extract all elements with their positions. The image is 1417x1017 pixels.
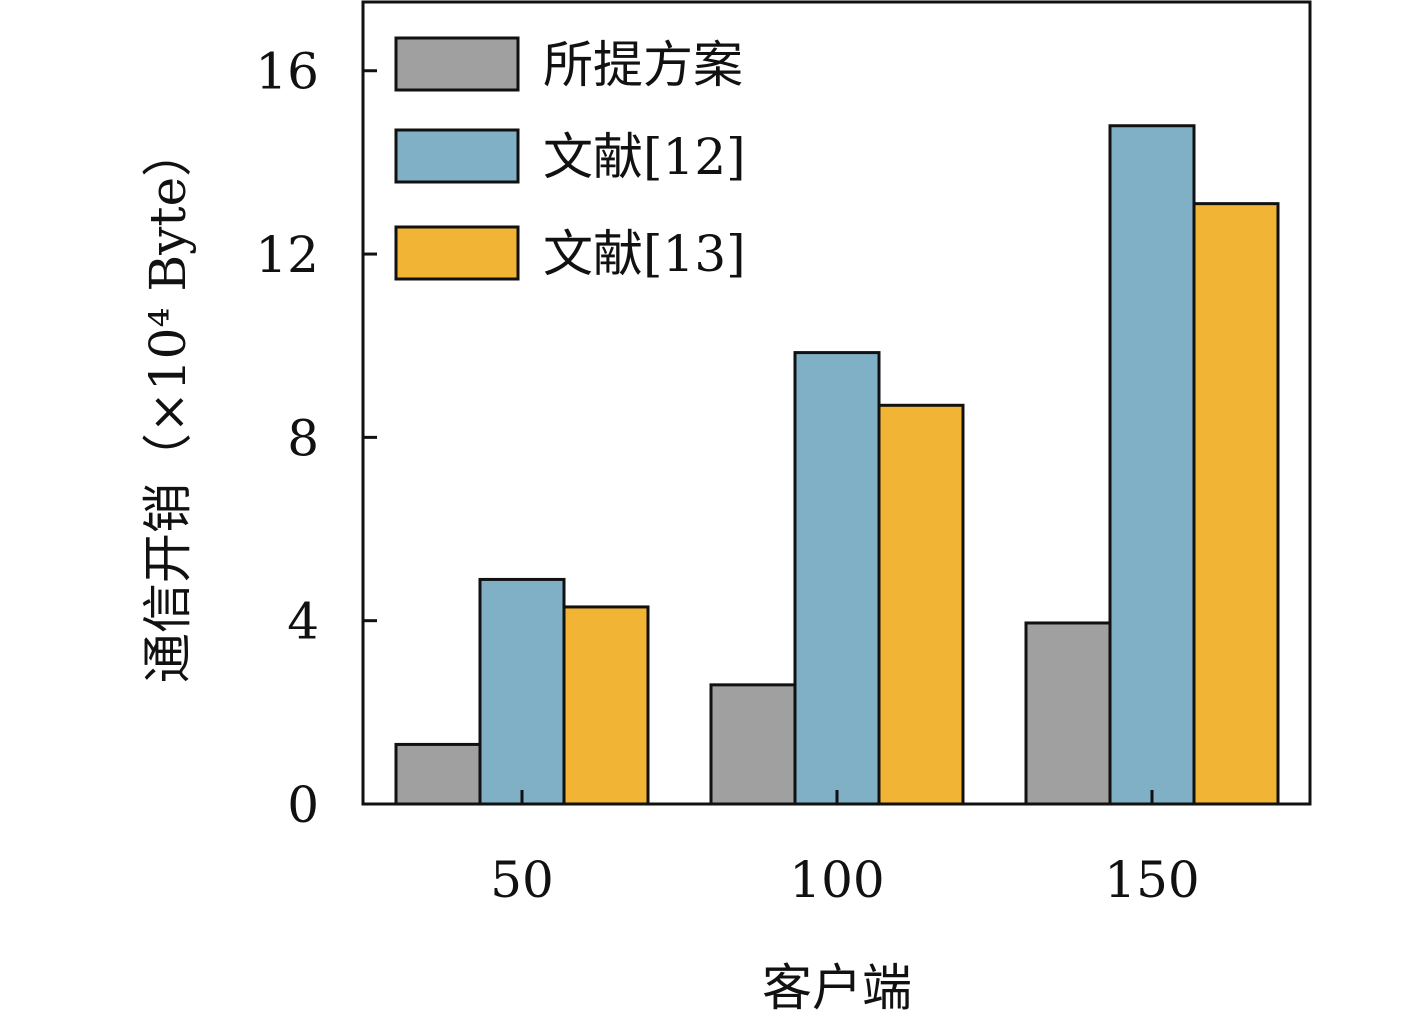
y-tick-label-1: 4 [287, 593, 319, 651]
bar-series-2-category-0 [562, 605, 650, 806]
legend-label-1: 文献[12] [543, 128, 746, 186]
bar-series-2-category-1 [877, 403, 965, 806]
legend-label-0: 所提方案 [543, 36, 743, 94]
bar-series-1-category-1 [793, 351, 881, 806]
y-tick-label-4: 16 [255, 43, 319, 101]
bar-series-2-category-2 [1192, 202, 1280, 806]
y-axis-label: 通信开销（×10⁴ Byte） [139, 127, 197, 683]
axes-layer: 0 4 8 12 16 50 100 150 [255, 0, 1312, 909]
bar-series-0-category-2 [1024, 621, 1112, 806]
bar-series-1-category-2 [1108, 124, 1196, 806]
bar-series-0-category-1 [709, 683, 797, 806]
bar-series-0-category-0 [394, 742, 482, 806]
legend-swatch-0 [394, 36, 520, 92]
x-axis-label: 客户端 [762, 959, 912, 1017]
y-tick-label-2: 8 [287, 409, 319, 467]
legend-swatch-1 [394, 128, 520, 184]
legend-label-2: 文献[13] [543, 225, 746, 283]
y-tick-label-3: 12 [255, 226, 319, 284]
y-tick-label-0: 0 [287, 776, 319, 834]
bar-series-1-category-0 [478, 577, 566, 806]
legend-swatch-2 [394, 225, 520, 281]
x-tick-label-2: 150 [1104, 851, 1199, 909]
x-tick-label-1: 100 [789, 851, 884, 909]
bars-layer [394, 124, 1280, 806]
x-tick-label-0: 50 [490, 851, 554, 909]
